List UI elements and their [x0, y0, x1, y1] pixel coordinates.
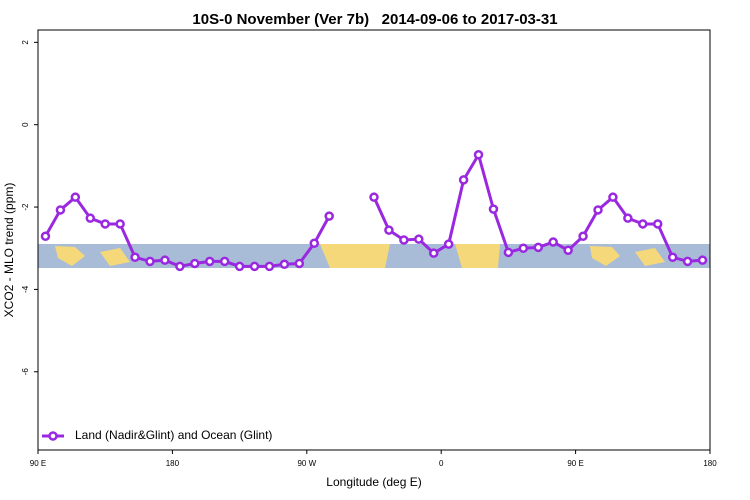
- point: [160, 255, 170, 265]
- point: [55, 205, 66, 215]
- point: [593, 205, 603, 215]
- point: [533, 242, 544, 253]
- y-tick-label: 0: [21, 122, 30, 127]
- point: [219, 256, 230, 267]
- x-tick-label: 180: [703, 459, 717, 468]
- point: [608, 192, 618, 202]
- point: [428, 248, 439, 258]
- point: [638, 219, 648, 229]
- y-tick-label: -2: [21, 203, 30, 211]
- point: [115, 219, 125, 229]
- point: [70, 192, 81, 202]
- point: [369, 192, 379, 202]
- point: [443, 239, 454, 249]
- point: [40, 231, 51, 242]
- point: [249, 261, 260, 272]
- y-axis-label: XCO2 - MLO trend (ppm): [2, 183, 16, 318]
- point: [414, 234, 424, 244]
- point: [85, 213, 96, 223]
- x-tick-label: 90 E: [30, 459, 46, 468]
- point: [458, 175, 469, 185]
- plot-frame: [37, 29, 711, 451]
- point: [488, 204, 499, 214]
- x-tick-label: 90 E: [567, 459, 583, 468]
- point: [384, 225, 394, 235]
- point: [175, 261, 185, 272]
- point: [264, 261, 275, 272]
- point: [309, 238, 320, 249]
- x-tick-label: 180: [166, 459, 180, 468]
- point: [294, 258, 305, 269]
- y-tick-label: -4: [21, 285, 30, 293]
- point: [145, 256, 155, 267]
- point: [503, 247, 514, 258]
- x-tick-label: 0: [439, 459, 444, 468]
- point: [473, 150, 484, 160]
- point: [652, 219, 663, 229]
- point: [518, 243, 529, 253]
- y-tick-label: -6: [21, 368, 30, 376]
- legend-label: Land (Nadir&Glint) and Ocean (Glint): [75, 428, 272, 442]
- point: [190, 258, 200, 269]
- x-tick-label: 90 W: [297, 459, 316, 468]
- point: [324, 211, 334, 221]
- point: [279, 259, 290, 270]
- point: [100, 219, 110, 229]
- point: [548, 237, 558, 247]
- point: [234, 261, 245, 272]
- legend-marker: [48, 431, 58, 441]
- point: [204, 256, 215, 267]
- point: [578, 231, 588, 242]
- chart-title: 10S-0 November (Ver 7b) 2014-09-06 to 20…: [192, 11, 557, 28]
- y-tick-label: 2: [21, 40, 30, 45]
- x-axis-label: Longitude (deg E): [326, 475, 421, 489]
- point: [623, 213, 633, 223]
- point: [682, 256, 693, 267]
- point: [697, 255, 708, 265]
- point: [667, 252, 678, 263]
- point: [399, 235, 409, 245]
- point: [563, 245, 573, 256]
- point: [130, 252, 140, 263]
